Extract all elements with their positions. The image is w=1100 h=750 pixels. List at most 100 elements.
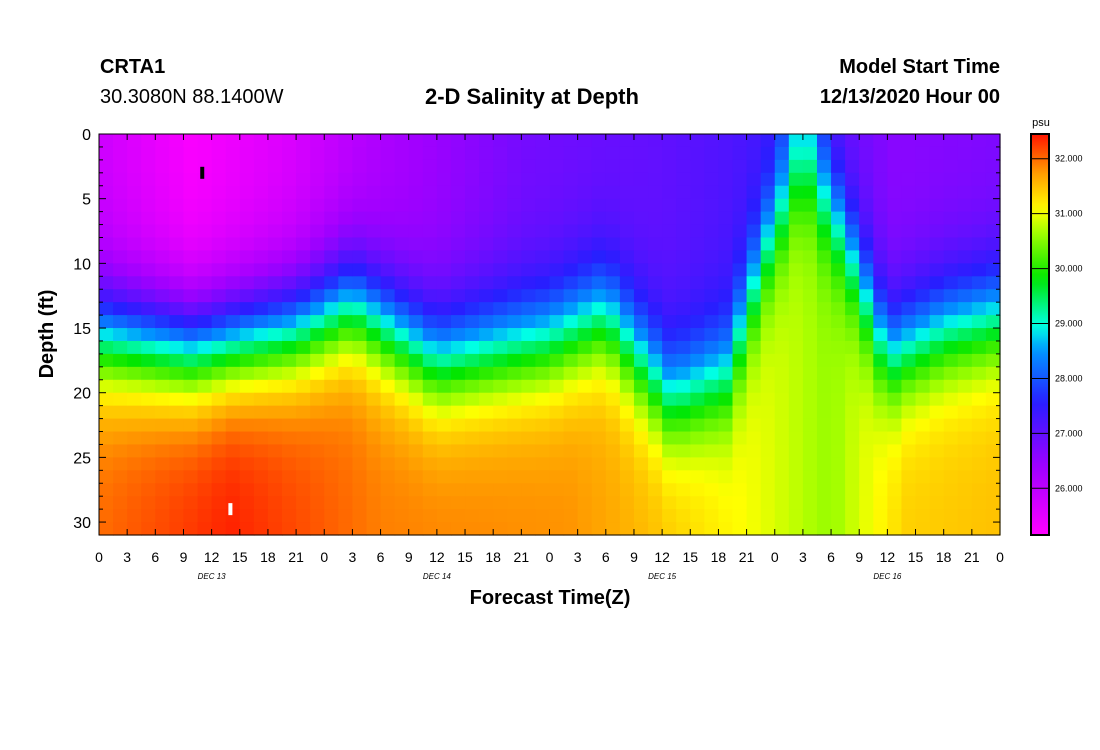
heatmap-cell	[718, 418, 734, 433]
heatmap-cell	[99, 198, 114, 213]
heatmap-cell	[633, 418, 649, 433]
heatmap-cell	[816, 470, 832, 484]
heatmap-cell	[774, 366, 790, 381]
heatmap-cell	[732, 250, 748, 264]
heatmap-cell	[366, 134, 382, 148]
heatmap-cell	[99, 134, 114, 148]
heatmap-cell	[619, 431, 635, 446]
heatmap-cell	[422, 470, 438, 484]
heatmap-cell	[225, 315, 241, 329]
heatmap-cell	[507, 263, 522, 277]
heatmap-cell	[507, 134, 522, 148]
heatmap-cell	[366, 250, 382, 264]
heatmap-cell	[662, 250, 677, 264]
heatmap-cell	[366, 159, 382, 174]
heatmap-cell	[746, 444, 762, 458]
heatmap-cell	[380, 328, 396, 342]
heatmap-cell	[507, 172, 522, 187]
heatmap-cell	[324, 289, 339, 303]
heatmap-cell	[845, 146, 860, 161]
heatmap-cell	[901, 172, 917, 187]
heatmap-cell	[436, 211, 452, 226]
heatmap-cell	[366, 483, 382, 497]
heatmap-cell	[183, 470, 199, 484]
heatmap-cell	[845, 509, 860, 523]
heatmap-cell	[408, 340, 424, 355]
heatmap-cell	[507, 315, 522, 329]
heatmap-cell	[619, 237, 635, 252]
heatmap-cell	[915, 444, 931, 458]
heatmap-cell	[493, 237, 508, 252]
heatmap-cell	[816, 392, 832, 407]
heatmap-cell	[338, 146, 354, 161]
heatmap-cell	[282, 418, 297, 433]
heatmap-cell	[310, 418, 325, 433]
heatmap-cell	[113, 353, 128, 368]
heatmap-cell	[662, 457, 677, 471]
heatmap-cell	[141, 172, 156, 187]
heatmap-cell	[662, 185, 677, 200]
heatmap-cell	[859, 146, 874, 161]
heatmap-cell	[380, 379, 396, 394]
heatmap-cell	[127, 470, 142, 484]
heatmap-cell	[141, 328, 156, 342]
heatmap-cell	[324, 444, 339, 458]
heatmap-cell	[676, 509, 691, 523]
heatmap-cell	[465, 302, 480, 316]
heatmap-cell	[929, 263, 945, 277]
heatmap-cell	[985, 353, 1001, 368]
heatmap-cell	[591, 431, 607, 446]
heatmap-cell	[676, 146, 691, 161]
heatmap-cell	[296, 470, 311, 484]
heatmap-cell	[971, 431, 987, 446]
heatmap-cell	[380, 509, 396, 523]
heatmap-cell	[704, 418, 720, 433]
heatmap-cell	[225, 522, 241, 536]
heatmap-cell	[310, 353, 325, 368]
heatmap-cell	[732, 509, 748, 523]
heatmap-cell	[380, 470, 396, 484]
heatmap-cell	[394, 211, 410, 226]
heatmap-cell	[619, 392, 635, 407]
heatmap-cell	[282, 302, 297, 316]
heatmap-cell	[831, 379, 846, 394]
heatmap-cell	[676, 353, 691, 368]
heatmap-cell	[127, 366, 142, 381]
heatmap-cell	[239, 457, 255, 471]
heatmap-cell	[563, 263, 579, 277]
heatmap-cell	[732, 522, 748, 536]
heatmap-cell	[549, 276, 565, 290]
heatmap-cell	[732, 353, 748, 368]
y-tick-label: 0	[82, 127, 91, 144]
heatmap-cell	[535, 366, 551, 381]
heatmap-cell	[493, 392, 508, 407]
heatmap-cell	[985, 366, 1001, 381]
heatmap-cell	[155, 263, 170, 277]
heatmap-cell	[957, 237, 973, 252]
heatmap-cell	[957, 340, 973, 355]
heatmap-cell	[929, 392, 945, 407]
heatmap-cell	[845, 185, 860, 200]
heatmap-cell	[704, 159, 720, 174]
heatmap-cell	[563, 366, 579, 381]
heatmap-cell	[253, 366, 269, 381]
heatmap-cell	[267, 237, 283, 252]
heatmap-cell	[352, 353, 368, 368]
heatmap-cell	[549, 146, 565, 161]
heatmap-cell	[155, 431, 170, 446]
heatmap-cell	[465, 134, 480, 148]
heatmap-cell	[282, 366, 297, 381]
heatmap-cell	[971, 172, 987, 187]
heatmap-cell	[169, 302, 185, 316]
heatmap-cell	[873, 263, 888, 277]
heatmap-cell	[338, 134, 354, 148]
heatmap-cell	[760, 418, 776, 433]
heatmap-cell	[169, 211, 185, 226]
heatmap-cell	[676, 159, 691, 174]
heatmap-cell	[915, 172, 931, 187]
heatmap-cell	[422, 134, 438, 148]
x-tick-label: 15	[682, 549, 698, 565]
heatmap-cell	[422, 276, 438, 290]
heatmap-cell	[239, 315, 255, 329]
heatmap-cell	[943, 340, 959, 355]
